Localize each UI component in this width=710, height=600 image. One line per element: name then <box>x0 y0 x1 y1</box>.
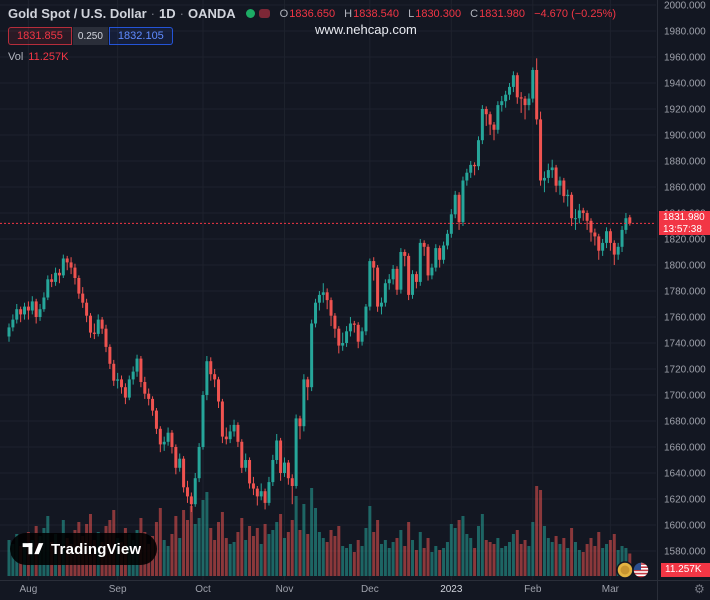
legend-separator: · <box>179 6 184 21</box>
candlesticks <box>7 58 632 512</box>
price-tick-label: 1660.000 <box>664 443 706 454</box>
price-tick-label: 1960.000 <box>664 53 706 64</box>
tradingview-logo-link[interactable]: TradingView <box>10 533 158 565</box>
price-tick-label: 1780.000 <box>664 287 706 298</box>
time-tick-label: Sep <box>109 584 127 595</box>
price-tick-label: 1580.000 <box>664 547 706 558</box>
last-price-value: 1831.980 <box>663 212 705 224</box>
time-tick-label: Feb <box>524 584 542 595</box>
spread-value: 0.250 <box>72 27 108 45</box>
price-tick-label: 1600.000 <box>664 521 706 532</box>
buy-button[interactable]: 1832.105 <box>108 27 173 45</box>
high-value: 1838.540 <box>353 7 400 20</box>
open-label: O <box>279 7 289 20</box>
price-tick-label: 1760.000 <box>664 313 706 324</box>
watermark-text: www.nehcap.com <box>315 22 417 37</box>
source-toggle-green-icon[interactable] <box>245 9 255 18</box>
price-tick-label: 1740.000 <box>664 339 706 350</box>
price-tick-label: 1980.000 <box>664 27 706 38</box>
exchange-label[interactable]: OANDA <box>187 6 236 21</box>
sell-button[interactable]: 1831.855 <box>8 27 72 45</box>
price-tick-label: 1940.000 <box>664 79 706 90</box>
price-tick-label: 1720.000 <box>664 365 706 376</box>
volume-label: Vol <box>8 51 24 63</box>
change-value: −4.670 (−0.25%) <box>534 7 617 20</box>
bar-countdown: 13:57:38 <box>663 224 702 236</box>
volume-legend: Vol 11.257K <box>8 51 68 63</box>
volume-axis-label: 11.257K <box>661 563 710 577</box>
price-tick-label: 1800.000 <box>664 261 706 272</box>
chart-legend: Gold Spot / U.S. Dollar · 1D · OANDA O18… <box>8 6 616 21</box>
price-tick-label: 1880.000 <box>664 157 706 168</box>
price-tick-label: 1620.000 <box>664 495 706 506</box>
time-tick-label: Nov <box>276 584 294 595</box>
price-tick-label: 2000.000 <box>664 1 706 12</box>
symbol-title[interactable]: Gold Spot / U.S. Dollar <box>8 6 147 21</box>
grid-lines <box>0 0 656 580</box>
symbol-pair-icons <box>616 561 650 579</box>
price-tick-label: 1640.000 <box>664 469 706 480</box>
price-tick-label: 1900.000 <box>664 131 706 142</box>
low-value: 1830.300 <box>415 7 462 20</box>
close-value: 1831.980 <box>479 7 525 20</box>
price-tick-label: 1680.000 <box>664 417 706 428</box>
price-tick-label: 1860.000 <box>664 183 706 194</box>
volume-value: 11.257K <box>28 51 69 63</box>
trade-buttons: 1831.855 0.250 1832.105 <box>8 27 173 45</box>
price-tick-label: 1920.000 <box>664 105 706 116</box>
time-tick-label: Oct <box>195 584 211 595</box>
legend-separator: · <box>150 6 156 21</box>
price-axis[interactable]: 2000.000 1980.000 1960.000 1940.000 1920.000… <box>664 1 706 558</box>
time-tick-label: Mar <box>602 584 620 595</box>
price-tick-label: 1700.000 <box>664 391 706 402</box>
us-flag-icon <box>633 562 649 578</box>
high-label: H <box>344 7 353 20</box>
time-tick-label: 2023 <box>440 584 463 595</box>
close-label: C <box>470 7 479 20</box>
axis-settings-gear-icon[interactable]: ⚙ <box>694 582 705 596</box>
interval-label[interactable]: 1D <box>159 6 176 21</box>
tradingview-logo-icon <box>22 543 44 555</box>
time-tick-label: Aug <box>20 584 38 595</box>
last-price-label: 1831.980 13:57:38 <box>659 211 710 236</box>
time-tick-label: Dec <box>361 584 379 595</box>
source-toggle-red-icon[interactable] <box>258 9 270 18</box>
open-value: 1836.650 <box>289 7 336 20</box>
time-axis[interactable]: Aug Sep Oct Nov Dec 2023 Feb Mar <box>20 584 620 595</box>
price-tick-label: 1820.000 <box>664 235 706 246</box>
ohlc-values: O1836.650 H1838.540 L1830.300 C1831.980 … <box>280 8 616 20</box>
low-label: L <box>408 7 415 20</box>
tradingview-logo-text: TradingView <box>51 540 142 558</box>
